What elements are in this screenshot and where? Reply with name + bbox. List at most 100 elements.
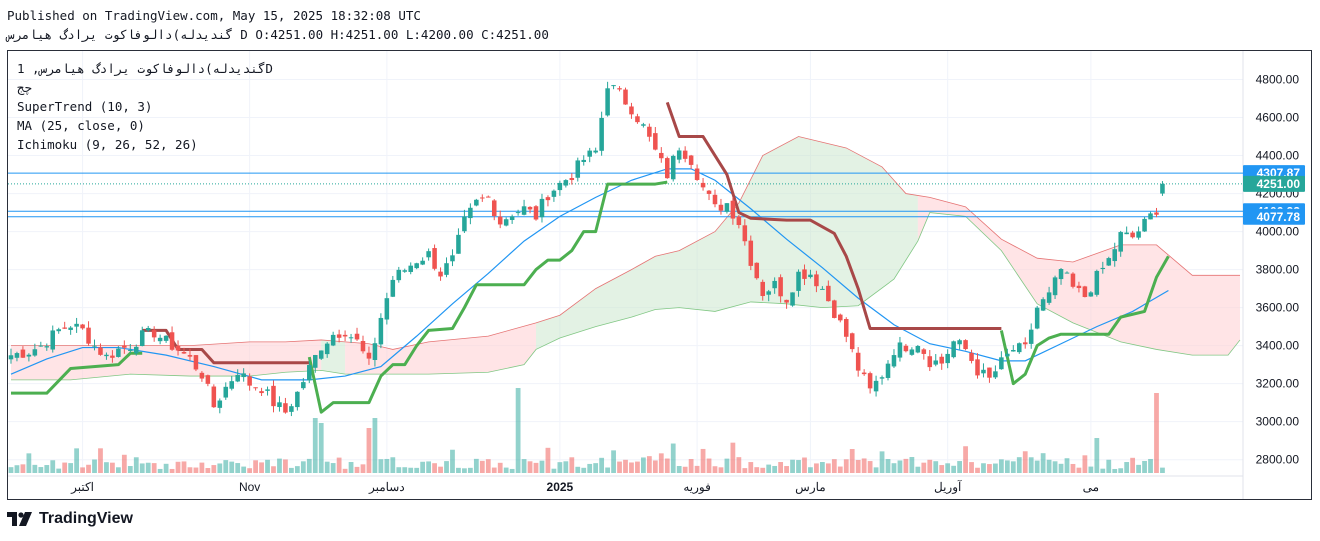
volume-bar [831, 459, 837, 473]
volume-bar [330, 463, 336, 473]
candle-body [289, 406, 294, 412]
candle-body [688, 155, 694, 165]
candle-body [629, 106, 634, 115]
candle-body [593, 150, 598, 153]
candle-body [736, 216, 742, 226]
volume-bar [360, 464, 366, 473]
volume-bar [1136, 464, 1141, 473]
x-tick-label: Nov [239, 480, 260, 494]
volume-bar [921, 462, 927, 473]
candle-body [205, 375, 211, 384]
price-tag-label: 4077.78 [1257, 210, 1301, 224]
volume-bar [742, 468, 748, 473]
candle-body [1136, 231, 1141, 238]
volume-bar [915, 466, 921, 473]
chart-frame[interactable] [7, 50, 1312, 500]
volume-bar [629, 462, 634, 473]
volume-bar [223, 460, 229, 473]
volume-bar [217, 463, 223, 473]
candle-body [730, 200, 736, 219]
tradingview-logo[interactable]: TradingView [7, 510, 133, 528]
volume-bar [981, 463, 986, 473]
volume-bar [98, 448, 103, 473]
candle-body [151, 330, 157, 338]
volume-bar [265, 459, 270, 473]
volume-bar [324, 461, 330, 473]
volume-bar [402, 467, 408, 473]
candle-body [1118, 232, 1123, 252]
candle-body [56, 329, 61, 332]
volume-bar [1082, 455, 1088, 473]
volume-bar [933, 461, 939, 473]
candle-body [1106, 258, 1112, 266]
candle-body [670, 155, 676, 180]
volume-bar [605, 467, 610, 473]
candle-body [1064, 272, 1070, 274]
candle-body [1046, 292, 1052, 303]
candle-body [98, 347, 103, 355]
candle-body [987, 367, 992, 378]
volume-bar [676, 466, 682, 473]
volume-bar [193, 467, 199, 473]
y-tick-label: 3600.00 [1256, 301, 1300, 315]
volume-bar [748, 462, 754, 473]
volume-bar [861, 458, 867, 473]
candle-body [259, 391, 264, 394]
volume-bar [300, 461, 306, 473]
candle-body [509, 216, 515, 221]
candle-body [354, 333, 360, 340]
x-tick-label: می [1083, 480, 1099, 494]
volume-bar [879, 451, 885, 473]
ma-legend[interactable]: MA (25, close, 0) [17, 118, 145, 133]
ichimoku-legend[interactable]: Ichimoku (9, 26, 52, 26) [17, 137, 198, 152]
candle-body [372, 343, 378, 361]
x-tick-label: آوریل [934, 479, 962, 494]
candle-body [1034, 307, 1040, 329]
price-axis: 2800.00 3000.00 3200.00 3400.00 3600.00 3800.… [1256, 73, 1300, 467]
volume-bar [139, 463, 145, 473]
volume-bar [68, 463, 74, 473]
volume-bar [521, 459, 527, 473]
volume-bar [1088, 466, 1094, 473]
volume-bar [390, 457, 396, 473]
volume-bar [718, 467, 724, 473]
volume-bar [754, 467, 760, 473]
volume-bar [145, 462, 151, 473]
candle-body [324, 343, 330, 355]
candle-body [849, 333, 855, 350]
volume-bar [778, 462, 784, 473]
supertrend-legend[interactable]: SuperTrend (10, 3) [17, 99, 153, 114]
symbol-legend[interactable]: گندیدله)دالوفاکوت یرادگ هیامرس, 1D [17, 61, 273, 76]
volume-bar [825, 463, 831, 473]
candle-body [993, 371, 998, 378]
x-tick-label: اکتبر [70, 480, 94, 494]
price-tag-bg [1243, 175, 1305, 192]
candle-body [318, 350, 324, 359]
volume-bar [855, 459, 861, 473]
volume-bar [891, 463, 897, 473]
brand-name: TradingView [39, 510, 133, 527]
candle-body [157, 337, 163, 342]
candle-body [802, 269, 807, 279]
candle-body [432, 248, 437, 269]
volume-bar [450, 449, 455, 473]
candle-body [253, 387, 258, 389]
volume-bar [688, 459, 694, 473]
candle-body [301, 382, 306, 389]
candle-body [396, 269, 402, 281]
volume-bar [1016, 457, 1022, 473]
volume-bar [175, 461, 181, 473]
volume-bar [551, 468, 557, 473]
candle-body [456, 234, 461, 254]
volume-bar [318, 423, 324, 473]
candle-body [175, 346, 181, 351]
x-tick-label: دسامبر [368, 480, 405, 494]
volume-bar [467, 467, 473, 473]
candle-body [32, 349, 38, 356]
candle-body [694, 168, 700, 180]
y-tick-label: 4400.00 [1256, 149, 1300, 163]
volume-bar [1034, 460, 1040, 473]
candle-body [778, 277, 783, 297]
x-tick-label: مارس [795, 480, 826, 494]
